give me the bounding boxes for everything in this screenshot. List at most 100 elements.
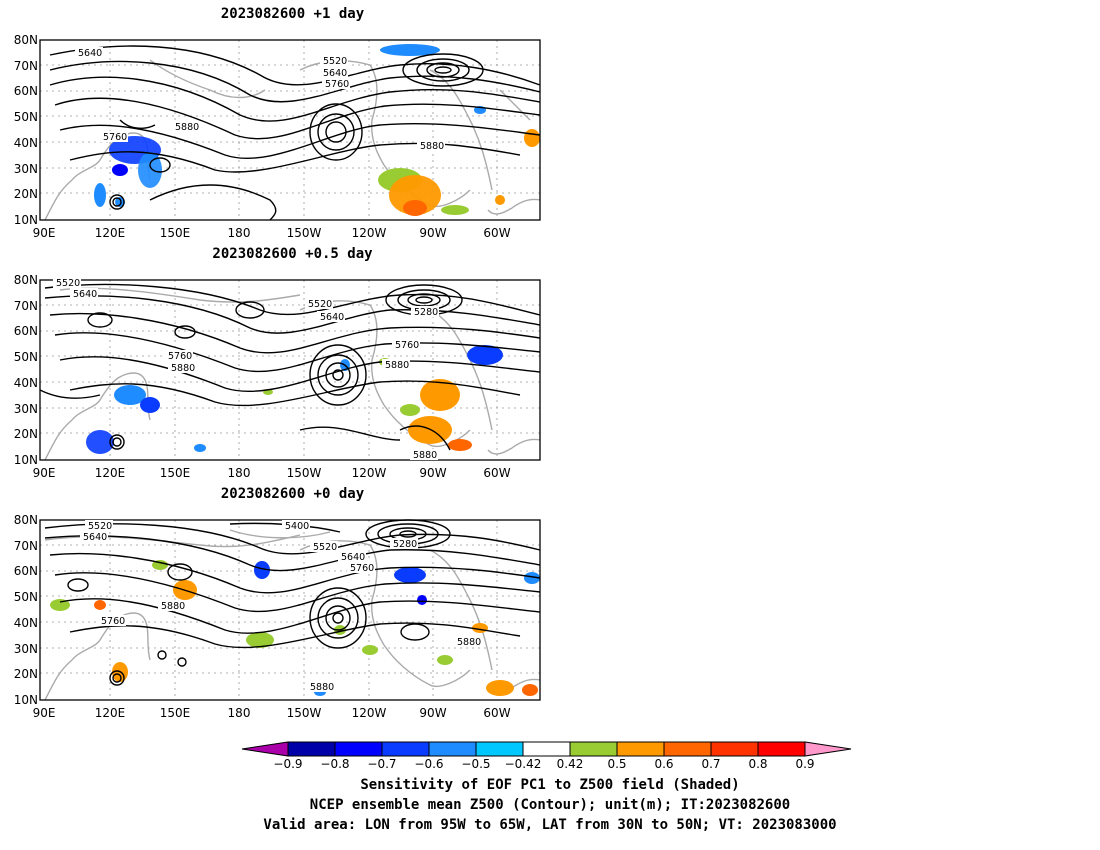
contour-label: 5760 (350, 563, 374, 574)
caption-line-2: NCEP ensemble mean Z500 (Contour); unit(… (309, 797, 791, 813)
lon-label: 120W (352, 226, 387, 240)
contour-label: 5760 (325, 79, 349, 90)
lon-label: 150E (160, 706, 191, 720)
lon-label: 150W (287, 706, 322, 720)
colorbar-box (381, 741, 430, 757)
colorbar-box (663, 741, 712, 757)
plot-frame (39, 279, 541, 461)
contour-label: 5400 (285, 521, 309, 532)
lat-label: 70N (14, 59, 38, 73)
colorbar-box (616, 741, 665, 757)
panel-1-title: 2023082600 +1 day (220, 6, 365, 22)
lon-label: 180 (228, 706, 251, 720)
lat-axis-labels: 80N 70N 60N 50N 40N 30N 20N 10N (14, 33, 38, 227)
lon-label: 120W (352, 706, 387, 720)
contour-label: 5640 (323, 68, 347, 79)
contour-label: 5280 (393, 539, 417, 550)
contour-label: 5760 (101, 616, 125, 627)
colorbar-tick-label: −0.8 (320, 757, 349, 771)
colorbar-tick-label: 0.7 (701, 757, 720, 771)
lon-label: 150E (160, 226, 191, 240)
lat-label: 60N (14, 564, 38, 578)
colorbar-tick-label: −0.7 (367, 757, 396, 771)
colorbar-box (287, 741, 336, 757)
map-panel-3: 80N 70N 60N 50N 40N 30N 20N 10N 90E 120E… (14, 513, 541, 720)
lat-label: 40N (14, 136, 38, 150)
contour-label: 5520 (308, 299, 332, 310)
lat-label: 80N (14, 273, 38, 287)
lon-label: 90W (419, 466, 446, 480)
lon-label: 120E (95, 706, 126, 720)
colorbar-tick-label: −0.5 (461, 757, 490, 771)
lat-label: 40N (14, 376, 38, 390)
contour-labels: 5520 5640 5400 5520 5640 5760 5280 5880 … (80, 520, 482, 693)
lon-label: 150W (287, 226, 322, 240)
colorbar-tick-label: −0.6 (414, 757, 443, 771)
lat-label: 70N (14, 539, 38, 553)
contour-label: 5640 (320, 312, 344, 323)
lon-label: 120E (95, 466, 126, 480)
contour-label: 5880 (413, 450, 437, 461)
lat-label: 10N (14, 453, 38, 467)
colorbar-box (569, 741, 618, 757)
colorbar-box (757, 741, 806, 757)
lat-label: 80N (14, 33, 38, 47)
contour-label: 5280 (414, 307, 438, 318)
contour-label: 5640 (341, 552, 365, 563)
lon-label: 90E (33, 466, 56, 480)
lon-axis-labels: 90E 120E 150E 180 150W 120W 90W 60W (33, 226, 511, 240)
contour-label: 5640 (83, 532, 107, 543)
contour-label: 5880 (420, 141, 444, 152)
lon-label: 150W (287, 466, 322, 480)
sensitivity-shading (50, 560, 540, 696)
panel-3-title: 2023082600 +0 day (220, 486, 365, 502)
sensitivity-shading (94, 44, 540, 216)
contour-label: 5520 (313, 542, 337, 553)
lon-label: 60W (483, 466, 510, 480)
colorbar-tick-label: 0.8 (748, 757, 767, 771)
colorbar-tick-label: 0.42 (557, 757, 584, 771)
lon-label: 90E (33, 226, 56, 240)
colorbar-tick-label: −0.42 (505, 757, 542, 771)
lon-label: 90W (419, 226, 446, 240)
lon-axis-labels: 90E 120E 150E 180 150W 120W 90W 60W (33, 466, 511, 480)
contour-label: 5760 (395, 340, 419, 351)
z500-contours (49, 45, 541, 221)
map-panel-2: 80N 70N 60N 50N 40N 30N 20N 10N 90E 120E… (14, 273, 541, 480)
lon-label: 90W (419, 706, 446, 720)
lat-label: 10N (14, 693, 38, 707)
lon-label: 150E (160, 466, 191, 480)
lat-label: 60N (14, 84, 38, 98)
caption-line-1: Sensitivity of EOF PC1 to Z500 field (Sh… (360, 777, 740, 793)
lat-label: 80N (14, 513, 38, 527)
contour-label: 5880 (310, 682, 334, 693)
lat-label: 10N (14, 213, 38, 227)
colorbar-box (710, 741, 759, 757)
map-panel-1: 80N 70N 60N 50N 40N 30N 20N 10N 90E 120E… (14, 33, 541, 240)
contour-label: 5760 (168, 351, 192, 362)
contour-label: 5880 (171, 363, 195, 374)
contour-label: 5760 (103, 132, 127, 143)
contour-label: 5640 (78, 48, 102, 59)
colorbar-tick-label: −0.9 (273, 757, 302, 771)
lon-label: 120W (352, 466, 387, 480)
lat-label: 20N (14, 427, 38, 441)
panel-2-title: 2023082600 +0.5 day (212, 246, 373, 262)
colorbar-tick-label: 0.6 (654, 757, 673, 771)
colorbar-tick-labels: −0.9 −0.8 −0.7 −0.6 −0.5 −0.42 0.42 0.5 0.6 0.7 0.… (273, 757, 814, 771)
contour-label: 5880 (161, 601, 185, 612)
lat-label: 30N (14, 642, 38, 656)
lat-label: 60N (14, 324, 38, 338)
lat-label: 40N (14, 616, 38, 630)
colorbar-boxes (241, 741, 852, 757)
colorbar-box (475, 741, 524, 757)
lat-axis-labels: 80N 70N 60N 50N 40N 30N 20N 10N (14, 513, 38, 707)
contour-label: 5640 (73, 289, 97, 300)
contour-label: 5880 (175, 122, 199, 133)
lat-label: 50N (14, 350, 38, 364)
colorbar-tick-label: 0.9 (795, 757, 814, 771)
lon-label: 60W (483, 226, 510, 240)
contour-labels: 5520 5640 5520 5640 5280 5760 5760 5880 … (53, 277, 439, 461)
contour-labels: 5640 5520 5640 5760 5880 5760 5880 (75, 47, 445, 152)
lon-label: 60W (483, 706, 510, 720)
